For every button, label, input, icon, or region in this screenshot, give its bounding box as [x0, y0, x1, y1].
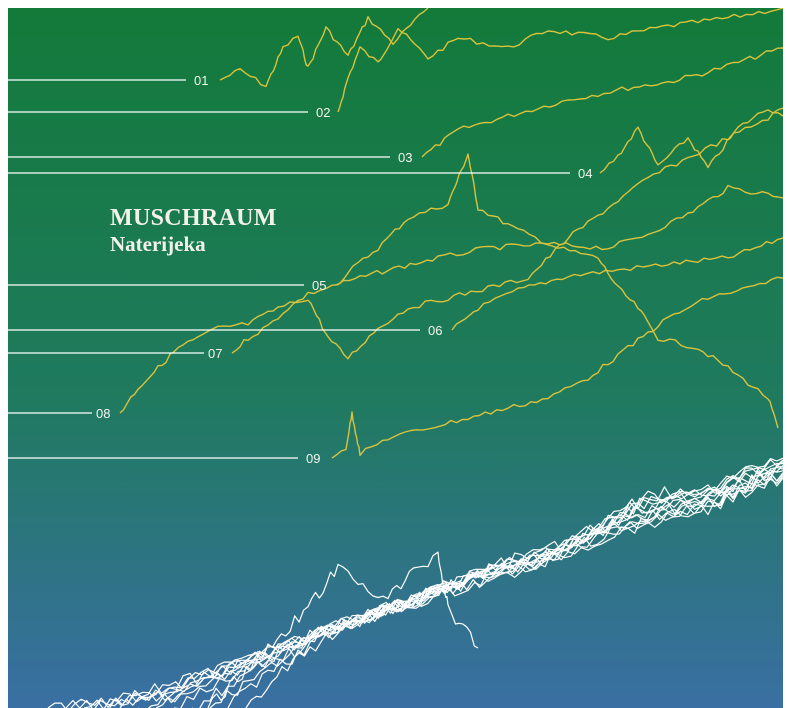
white-trace-7: [155, 465, 783, 708]
track-number-label: 05: [312, 278, 326, 293]
yellow-elevation-traces: [119, 8, 783, 459]
track-number-label: 07: [208, 346, 222, 361]
track-number-label: 06: [428, 323, 442, 338]
white-trace-10: [209, 461, 783, 708]
yellow-trace-2: [337, 8, 783, 113]
yellow-trace-1: [219, 8, 429, 88]
album-cover: 01 02 03 04 05 06 07 08 09 MUSCHRAUM Naterijeka: [8, 8, 783, 708]
yellow-trace-6: [451, 237, 783, 331]
waveform-art: 01 02 03 04 05 06 07 08 09: [8, 8, 783, 708]
album-title: MUSCHRAUM: [110, 205, 277, 231]
yellow-trace-5: [335, 153, 779, 429]
title-block: MUSCHRAUM Naterijeka: [110, 204, 277, 256]
track-number-label: 03: [398, 150, 412, 165]
yellow-trace-4: [599, 109, 783, 174]
white-trace-6: [138, 466, 783, 708]
white-trace-2: [65, 475, 783, 708]
white-trace-peak: [207, 551, 479, 708]
gradient-background: [8, 8, 783, 708]
white-trace-9: [192, 463, 783, 708]
white-trace-11: [227, 459, 783, 708]
album-subtitle: Naterijeka: [110, 232, 206, 256]
white-trace-12: [245, 457, 783, 708]
white-elevation-traces: [47, 457, 783, 708]
track-number-label: 01: [194, 73, 208, 88]
yellow-trace-3: [421, 47, 783, 158]
track-number-label: 04: [578, 166, 592, 181]
yellow-trace-8: [119, 107, 783, 414]
track-leader-lines: 01 02 03 04 05 06 07 08 09: [8, 73, 592, 466]
track-number-label: 08: [96, 406, 110, 421]
yellow-trace-7: [231, 184, 783, 354]
track-number-label: 09: [306, 451, 320, 466]
track-number-label: 02: [316, 105, 330, 120]
yellow-trace-9: [331, 276, 783, 459]
